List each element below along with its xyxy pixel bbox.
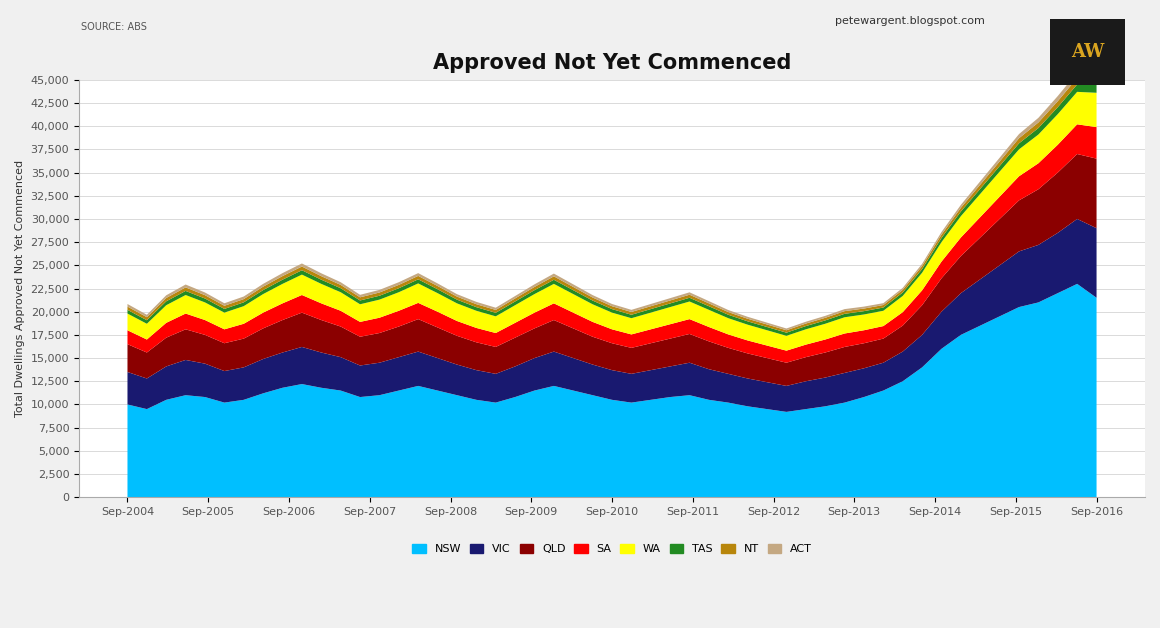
Legend: NSW, VIC, QLD, SA, WA, TAS, NT, ACT: NSW, VIC, QLD, SA, WA, TAS, NT, ACT: [408, 539, 817, 558]
Y-axis label: Total Dwellings Approved Not Yet Commenced: Total Dwellings Approved Not Yet Commenc…: [15, 160, 26, 417]
Text: SOURCE: ABS: SOURCE: ABS: [81, 22, 147, 32]
Text: AW: AW: [1071, 43, 1104, 61]
Text: petewargent.blogspot.com: petewargent.blogspot.com: [835, 16, 985, 26]
Title: Approved Not Yet Commenced: Approved Not Yet Commenced: [433, 53, 791, 73]
